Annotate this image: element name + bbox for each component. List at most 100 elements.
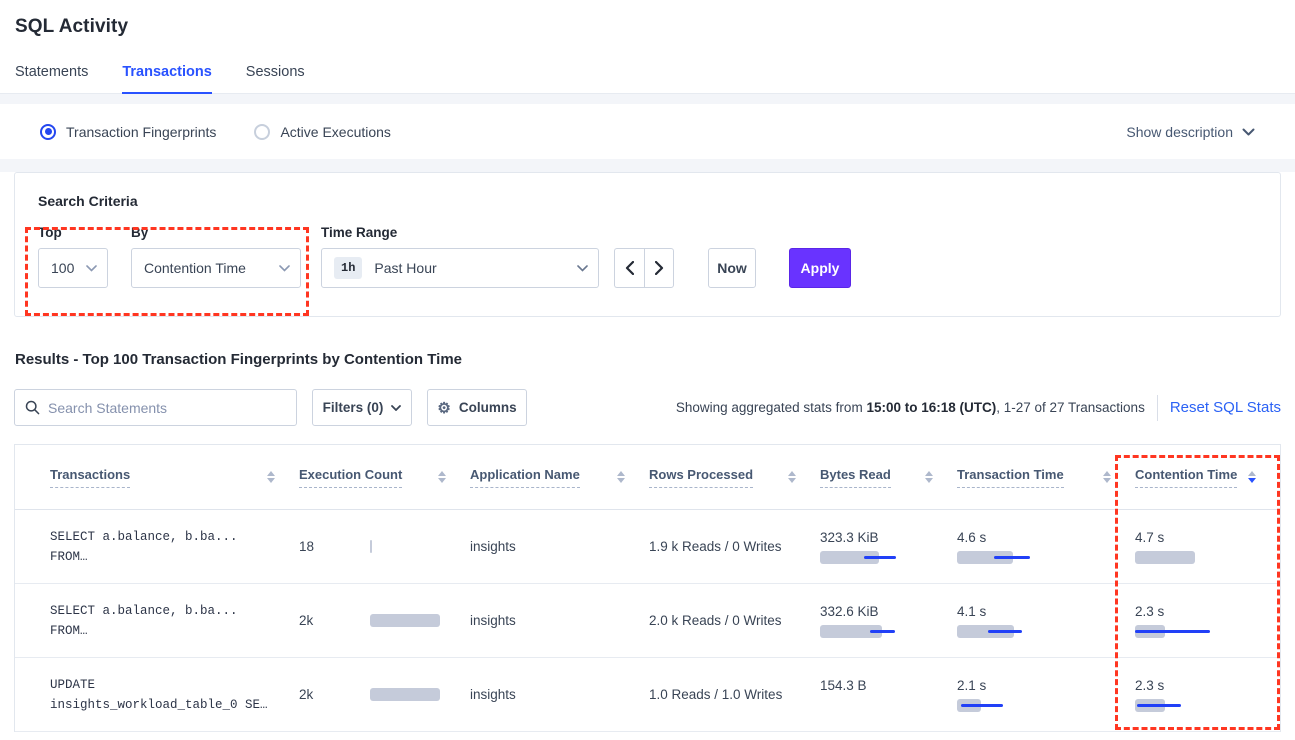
- time-range-value: Past Hour: [374, 260, 437, 276]
- filters-button[interactable]: Filters (0): [312, 389, 412, 426]
- chevron-down-icon: [86, 264, 97, 272]
- show-description-toggle[interactable]: Show description: [1126, 124, 1255, 140]
- top-label: Top: [38, 225, 62, 240]
- tab-bar: Statements Transactions Sessions: [0, 38, 1295, 94]
- tab-sessions[interactable]: Sessions: [245, 64, 305, 80]
- columns-button[interactable]: ⚙ Columns: [427, 389, 527, 426]
- search-criteria-heading: Search Criteria: [38, 193, 138, 209]
- table-row[interactable]: SELECT a.balance, b.ba... FROM… 2k insig…: [15, 584, 1280, 658]
- table-row[interactable]: SELECT a.balance, b.ba... FROM… 18 insig…: [15, 510, 1280, 584]
- execution-count-bar: [370, 540, 450, 553]
- contention-time-cell: 2.3 s: [1135, 604, 1280, 638]
- execution-count-bar: [370, 614, 450, 627]
- reset-sql-stats-link[interactable]: Reset SQL Stats: [1169, 399, 1281, 416]
- chevron-down-icon: [391, 404, 402, 411]
- criteria-row: Top 100 By Contention Time Time Range 1h…: [38, 225, 1280, 288]
- tab-transactions[interactable]: Transactions: [122, 64, 212, 94]
- by-value: Contention Time: [144, 260, 246, 276]
- bytes-read-cell: 154.3 B: [820, 678, 957, 712]
- column-header-transactions[interactable]: Transactions: [15, 467, 299, 488]
- previous-time-button[interactable]: [614, 248, 644, 288]
- column-header-application-name[interactable]: Application Name: [470, 467, 649, 488]
- sort-icon: [1103, 471, 1111, 483]
- show-description-label: Show description: [1126, 123, 1233, 140]
- sort-icon: [617, 471, 625, 483]
- radio-selected-icon: [40, 123, 56, 140]
- application-name-cell: insights: [470, 539, 516, 554]
- chevron-left-icon: [625, 261, 634, 275]
- query-line-1: UPDATE: [50, 677, 96, 692]
- contention-time-value: 2.3 s: [1135, 603, 1165, 619]
- contention-time-bar: [1135, 698, 1215, 712]
- transactions-table: Transactions Execution Count Application…: [14, 444, 1281, 732]
- column-header-bytes-read[interactable]: Bytes Read: [820, 467, 957, 488]
- contention-time-bar: [1135, 624, 1215, 638]
- rows-processed-cell: 1.9 k Reads / 0 Writes: [649, 539, 782, 554]
- sort-icon: [267, 471, 275, 483]
- by-select[interactable]: Contention Time: [131, 248, 301, 288]
- radio-label: Transaction Fingerprints: [66, 123, 217, 140]
- application-name-cell: insights: [470, 613, 516, 628]
- bytes-read-cell: 332.6 KiB: [820, 604, 957, 638]
- execution-count-value: 18: [299, 539, 315, 554]
- query-line-2: insights_workload_table_0 SE…: [50, 697, 268, 712]
- radio-label: Active Executions: [280, 123, 391, 140]
- results-heading: Results - Top 100 Transaction Fingerprin…: [15, 351, 463, 368]
- contention-time-cell: 4.7 s: [1135, 530, 1280, 564]
- radio-transaction-fingerprints[interactable]: Transaction Fingerprints: [40, 123, 217, 140]
- column-header-execution-count[interactable]: Execution Count: [299, 467, 470, 488]
- radio-active-executions[interactable]: Active Executions: [254, 123, 391, 140]
- bytes-read-value: 332.6 KiB: [820, 603, 879, 619]
- search-criteria-card: Search Criteria Top 100 By Contention Ti…: [14, 172, 1281, 317]
- table-row[interactable]: UPDATE insights_workload_table_0 SE… 2k …: [15, 658, 1280, 732]
- bytes-read-bar: [820, 550, 900, 564]
- sort-icon-active-desc: [1248, 471, 1256, 483]
- time-range-select[interactable]: 1h Past Hour: [321, 248, 599, 288]
- column-header-transaction-time[interactable]: Transaction Time: [957, 467, 1135, 488]
- results-toolbar: Filters (0) ⚙ Columns Showing aggregated…: [14, 389, 1281, 426]
- transaction-time-bar: [957, 550, 1037, 564]
- contention-time-value: 2.3 s: [1135, 677, 1165, 693]
- execution-count-value: 2k: [299, 613, 314, 628]
- bytes-read-value: 323.3 KiB: [820, 529, 879, 545]
- transaction-query-cell[interactable]: SELECT a.balance, b.ba... FROM…: [15, 527, 299, 567]
- transaction-time-bar: [957, 698, 1037, 712]
- transaction-query-cell[interactable]: UPDATE insights_workload_table_0 SE…: [15, 675, 299, 715]
- transaction-time-value: 4.6 s: [957, 529, 987, 545]
- transaction-time-cell: 4.1 s: [957, 604, 1135, 638]
- sort-icon: [925, 471, 933, 483]
- application-name-cell: insights: [470, 687, 516, 702]
- divider-strip: [0, 159, 1295, 172]
- vertical-divider: [1156, 394, 1158, 421]
- search-statements-input[interactable]: [48, 399, 286, 416]
- next-time-button[interactable]: [644, 248, 674, 288]
- execution-count-value: 2k: [299, 687, 314, 702]
- chevron-down-icon: [279, 264, 290, 272]
- search-statements-box: [14, 389, 297, 426]
- contention-time-bar: [1135, 550, 1215, 564]
- execution-count-cell: 2k: [299, 613, 470, 628]
- top-value: 100: [51, 260, 75, 276]
- radio-unselected-icon: [254, 123, 271, 140]
- gear-icon: ⚙: [437, 399, 451, 417]
- bytes-read-value: 154.3 B: [820, 677, 867, 693]
- toolbar-right: Showing aggregated stats from 15:00 to 1…: [676, 394, 1281, 421]
- execution-count-cell: 2k: [299, 687, 470, 702]
- chevron-down-icon: [577, 264, 588, 272]
- transaction-query-cell[interactable]: SELECT a.balance, b.ba... FROM…: [15, 601, 299, 641]
- contention-time-value: 4.7 s: [1135, 529, 1165, 545]
- column-header-contention-time[interactable]: Contention Time: [1135, 467, 1280, 488]
- divider-strip: [0, 94, 1295, 104]
- query-line-2: FROM…: [50, 623, 88, 638]
- top-select[interactable]: 100: [38, 248, 108, 288]
- column-header-rows-processed[interactable]: Rows Processed: [649, 467, 820, 488]
- columns-label: Columns: [458, 400, 517, 415]
- page-title: SQL Activity: [15, 16, 129, 37]
- now-button[interactable]: Now: [708, 248, 756, 288]
- execution-count-cell: 18: [299, 539, 470, 554]
- top-field: Top 100: [38, 225, 131, 288]
- by-label: By: [131, 225, 149, 240]
- apply-button[interactable]: Apply: [789, 248, 851, 288]
- tab-statements[interactable]: Statements: [15, 64, 89, 80]
